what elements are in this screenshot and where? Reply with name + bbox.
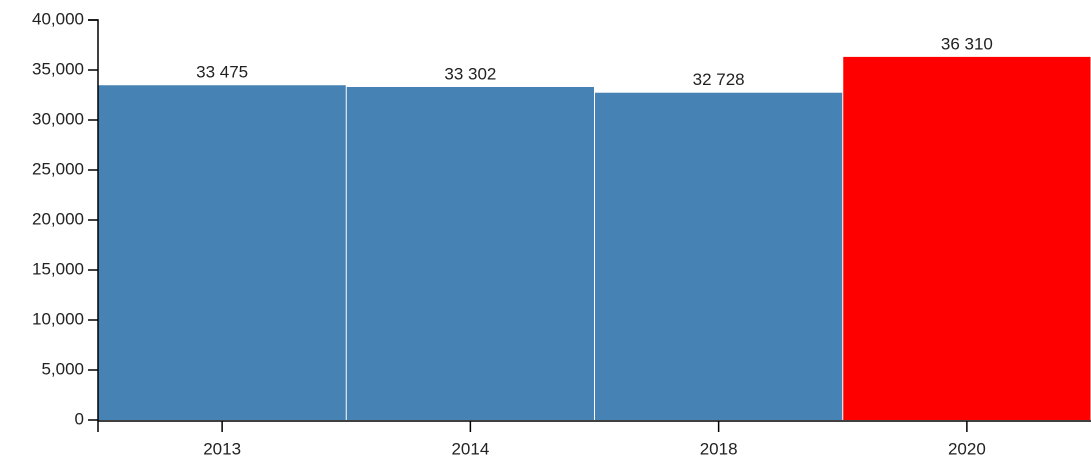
bar <box>843 56 1091 421</box>
x-tick-label: 2020 <box>948 439 986 458</box>
x-tick-label: 2014 <box>451 439 489 458</box>
value-label: 33 475 <box>196 63 248 82</box>
y-tick-label: 5,000 <box>41 359 84 378</box>
y-tick-label: 25,000 <box>32 159 84 178</box>
y-tick-label: 0 <box>75 409 84 428</box>
value-label: 36 310 <box>941 34 993 53</box>
y-tick-label: 40,000 <box>32 9 84 28</box>
x-axis <box>97 420 1091 432</box>
y-tick-label: 35,000 <box>32 59 84 78</box>
y-tick-label: 20,000 <box>32 209 84 228</box>
bar <box>98 85 346 420</box>
bar <box>595 92 843 420</box>
y-tick-label: 15,000 <box>32 259 84 278</box>
x-tick-label: 2013 <box>203 439 241 458</box>
y-tick-label: 10,000 <box>32 309 84 328</box>
value-label: 32 728 <box>693 70 745 89</box>
x-tick-label: 2018 <box>700 439 738 458</box>
bar <box>346 86 594 420</box>
value-label: 33 302 <box>444 64 496 83</box>
y-tick-label: 30,000 <box>32 109 84 128</box>
